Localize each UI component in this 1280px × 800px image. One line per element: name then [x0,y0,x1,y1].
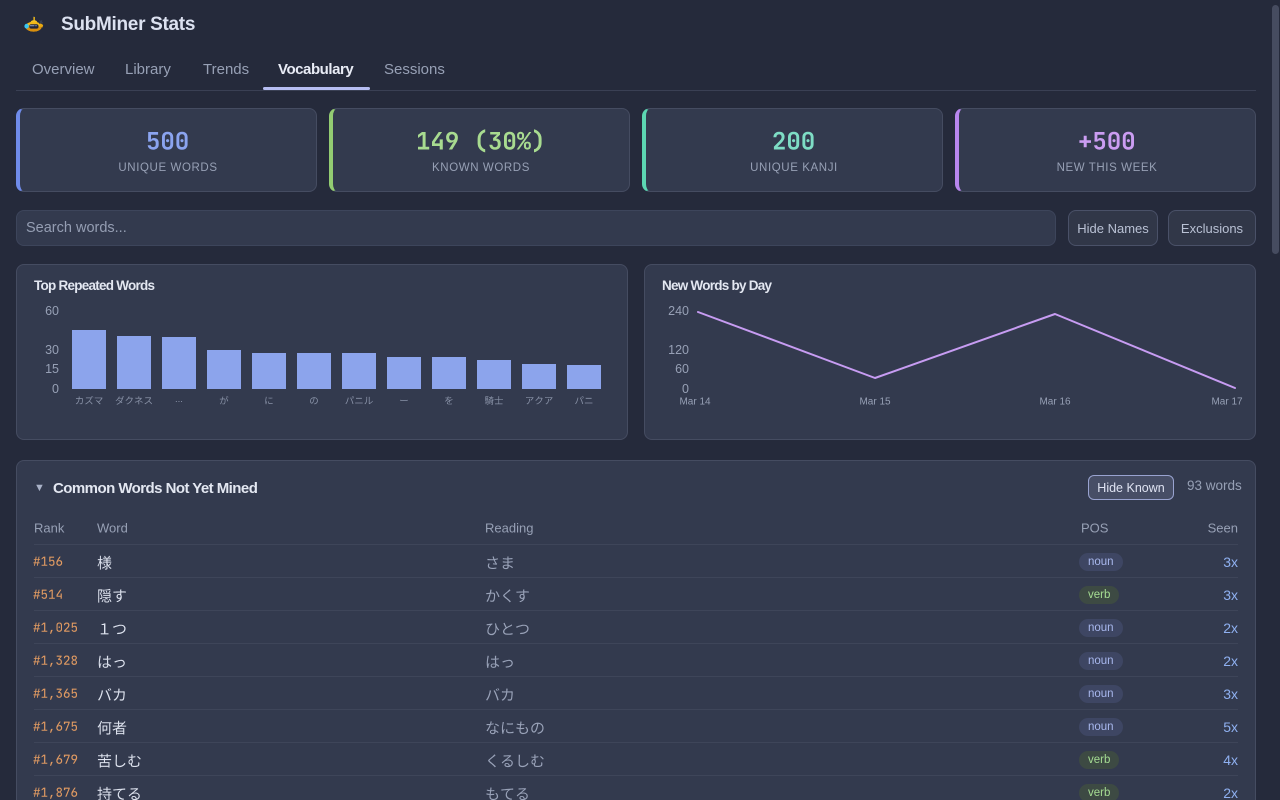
svg-text:30: 30 [45,343,59,357]
svg-text:Mar 16: Mar 16 [1039,397,1071,408]
svg-text:...: ... [175,394,183,405]
svg-text:120: 120 [668,343,689,357]
svg-text:240: 240 [668,304,689,318]
svg-text:15: 15 [45,362,59,376]
svg-text:0: 0 [52,382,59,396]
svg-text:Mar 14: Mar 14 [679,397,711,408]
svg-text:Mar 17: Mar 17 [1211,397,1243,408]
svg-text:Mar 15: Mar 15 [859,397,891,408]
svg-text:60: 60 [45,304,59,318]
svg-text:60: 60 [675,362,689,376]
svg-text:0: 0 [682,382,689,396]
